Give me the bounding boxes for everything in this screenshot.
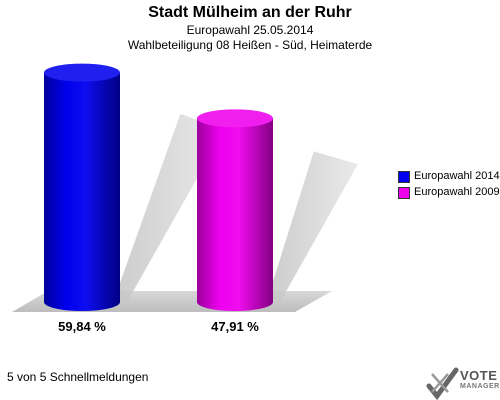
chart-subtitle-2: Wahlbeteiligung 08 Heißen - Süd, Heimate… bbox=[127, 38, 373, 52]
bar-body-europawahl-2014 bbox=[44, 72, 120, 311]
data-label-europawahl-2014: 59,84 % bbox=[58, 319, 106, 334]
legend-swatch-2009 bbox=[398, 187, 410, 199]
logo-text-manager: MANAGER bbox=[460, 383, 500, 390]
chart-subtitle: Europawahl 25.05.2014 bbox=[186, 23, 314, 37]
footer-status: 5 von 5 Schnellmeldungen bbox=[7, 370, 149, 384]
bar-top-europawahl-2009 bbox=[197, 109, 273, 128]
legend-label-2014: Europawahl 2014 bbox=[414, 170, 500, 182]
bar-body-europawahl-2009 bbox=[197, 118, 273, 311]
logo-text-vote: VOTE bbox=[460, 368, 498, 383]
bar-europawahl-2014 bbox=[44, 63, 120, 311]
bar-top-europawahl-2014 bbox=[44, 63, 120, 82]
legend-label-2009: Europawahl 2009 bbox=[414, 186, 500, 198]
bar-europawahl-2009 bbox=[197, 109, 273, 311]
data-label-europawahl-2009: 47,91 % bbox=[211, 319, 259, 334]
chart-title: Stadt Mülheim an der Ruhr bbox=[148, 4, 352, 21]
vote-manager-logo: VOTE MANAGER bbox=[426, 366, 500, 400]
vote-manager-icon bbox=[426, 367, 459, 400]
legend-swatch-2014 bbox=[398, 171, 410, 183]
bar-shadow-europawahl-2009 bbox=[269, 151, 358, 304]
